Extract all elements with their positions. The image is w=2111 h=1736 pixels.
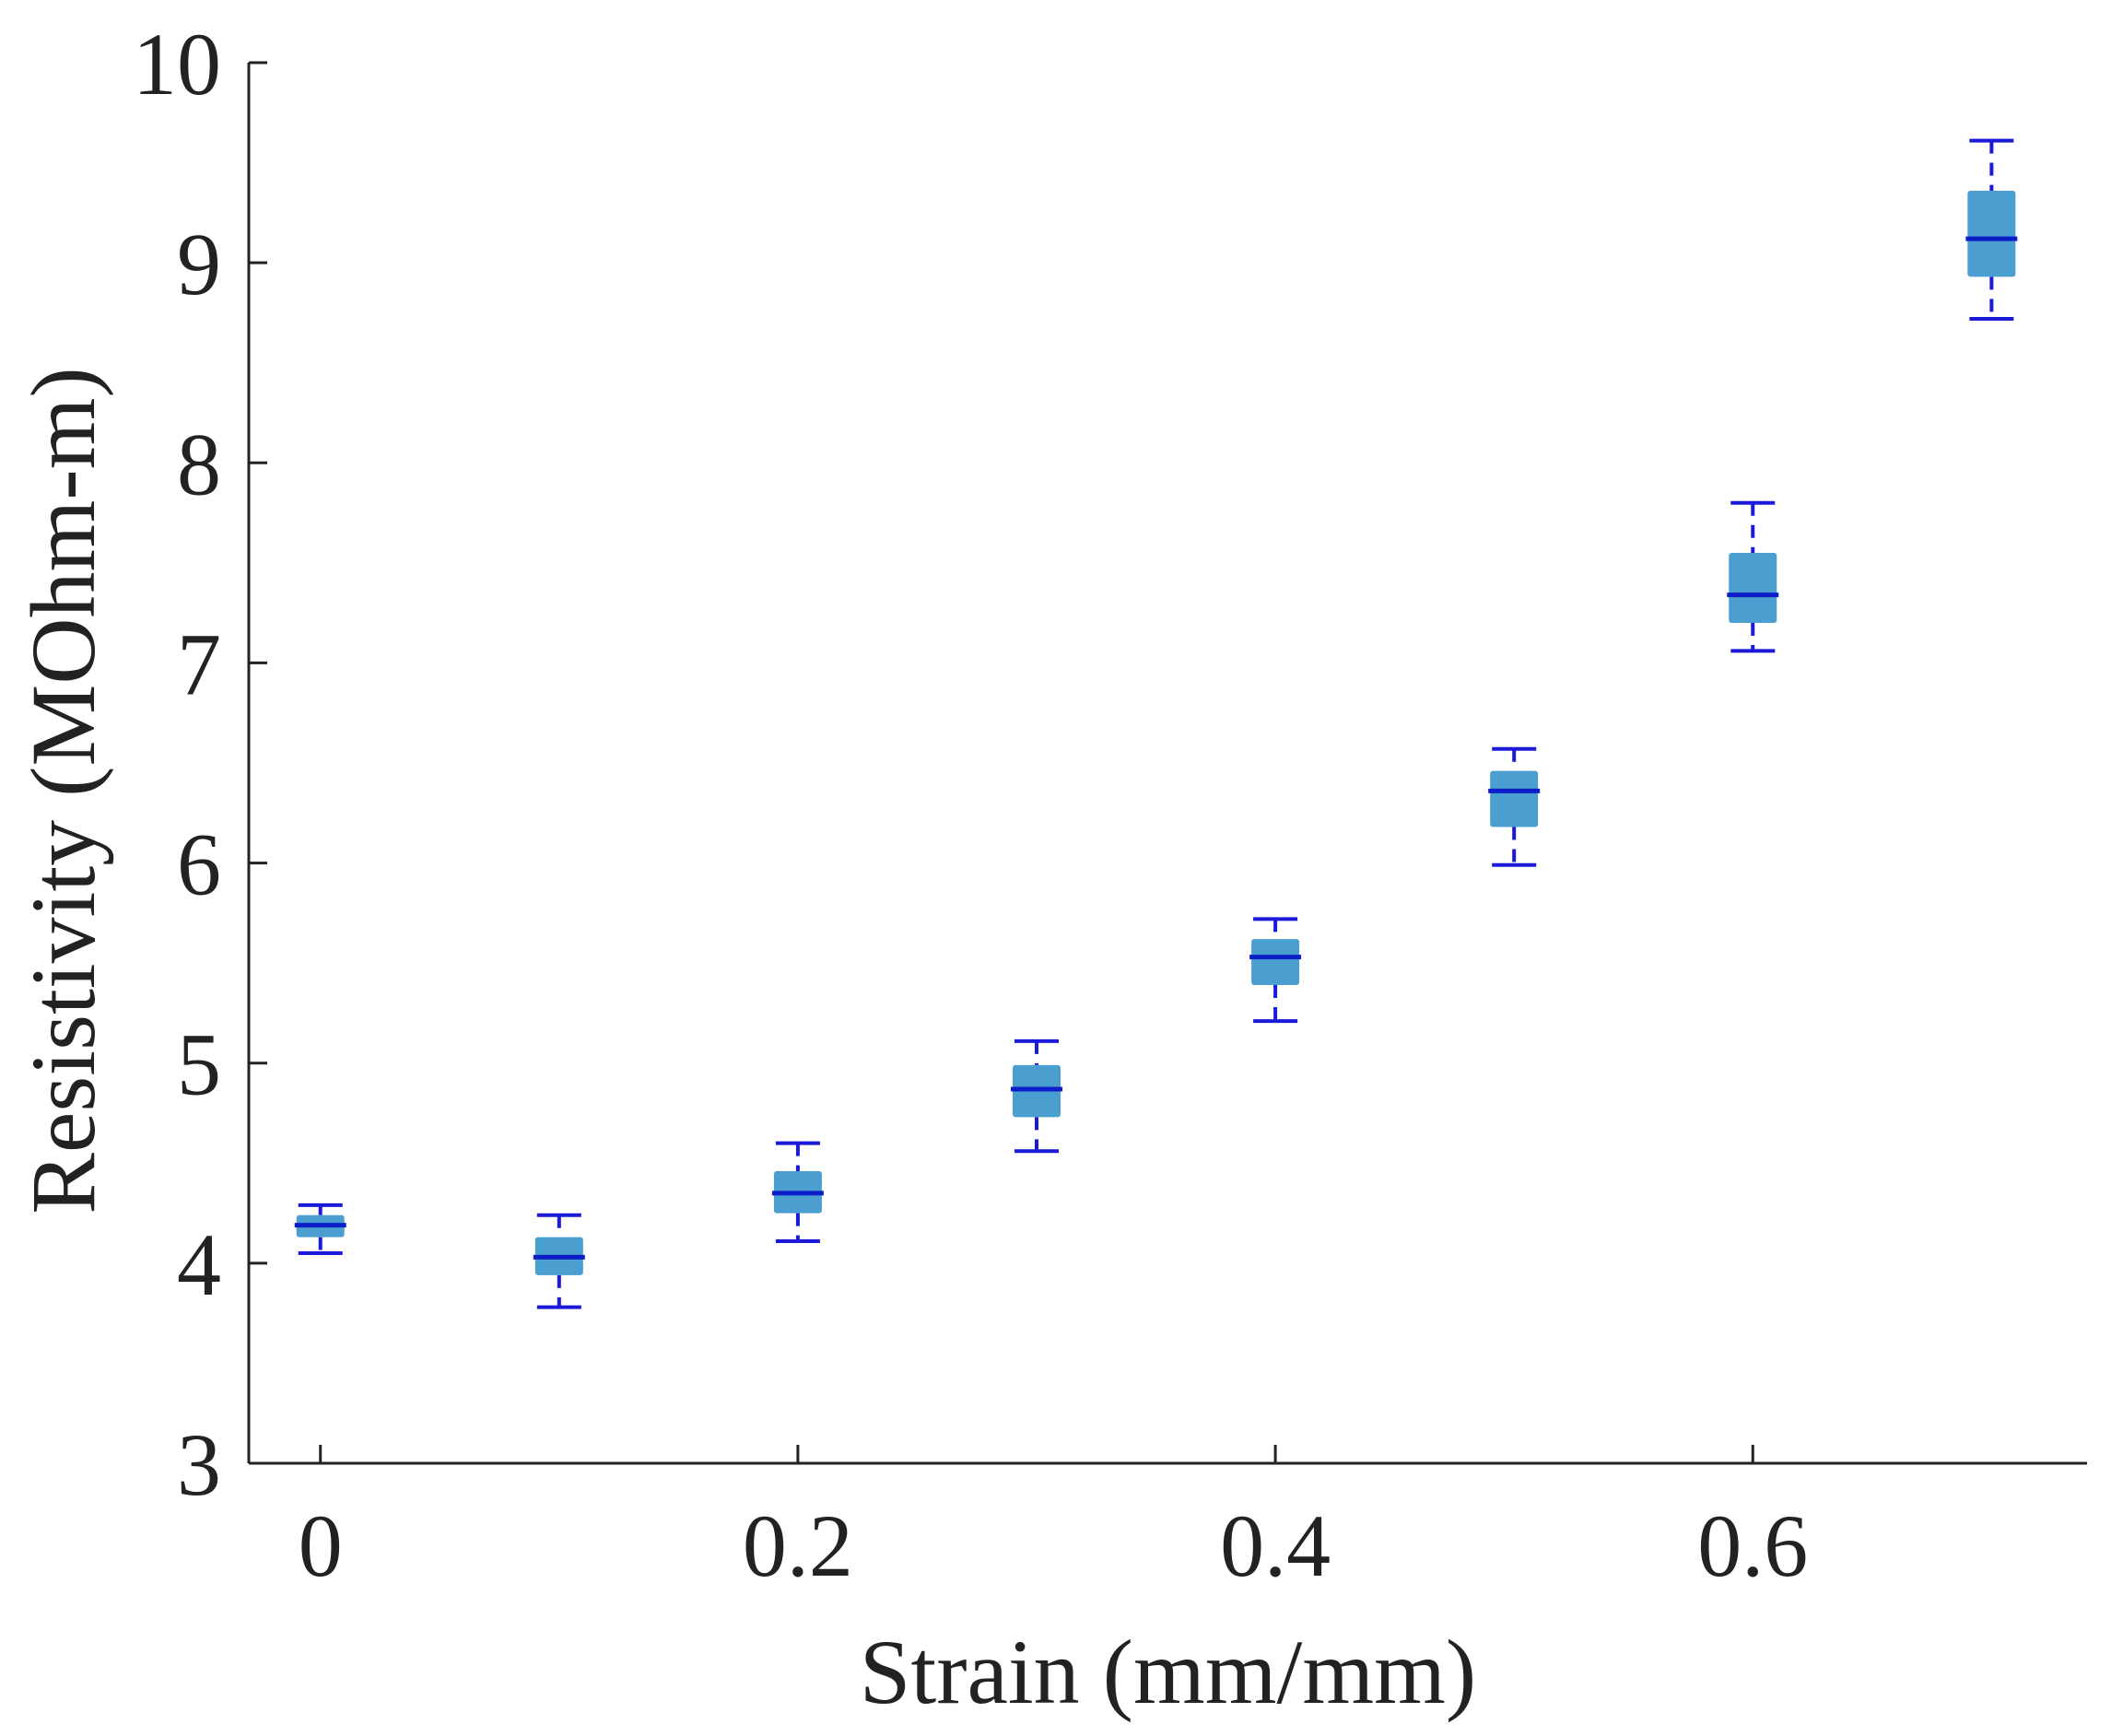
y-tick-label: 7 (177, 615, 221, 713)
axes (247, 63, 2087, 1465)
x-tick-label: 0.2 (743, 1496, 853, 1595)
x-ticks: 0 0.2 0.4 0.6 (299, 1445, 1808, 1595)
box-group (1488, 746, 1541, 867)
box-group (1011, 1038, 1062, 1154)
iqr-box (1729, 553, 1777, 623)
y-tick-label: 3 (177, 1415, 221, 1514)
y-tick-label: 9 (177, 215, 221, 313)
box-group (1727, 500, 1779, 653)
iqr-box (1490, 770, 1539, 827)
x-tick-label: 0.6 (1697, 1496, 1808, 1595)
box-group (1249, 917, 1302, 1024)
y-tick-label: 8 (177, 415, 221, 513)
x-tick-label: 0 (299, 1496, 343, 1595)
y-tick-label: 10 (133, 15, 221, 113)
x-axis-label: Strain (mm/mm) (860, 1621, 1476, 1723)
y-tick-label: 4 (177, 1215, 221, 1314)
box-group (1965, 138, 2018, 321)
y-tick-label: 5 (177, 1015, 221, 1114)
y-ticks: 3 4 5 6 7 8 9 10 (133, 15, 267, 1514)
box-group (771, 1141, 824, 1243)
plot-marks (294, 138, 2018, 1309)
iqr-box (1251, 939, 1300, 986)
y-tick-label: 6 (177, 815, 221, 914)
box-group (533, 1213, 585, 1309)
x-tick-label: 0.4 (1220, 1496, 1331, 1595)
iqr-box (1967, 190, 2016, 277)
box-group (294, 1202, 346, 1255)
y-axis-label: Resistivity (MOhm-m) (12, 367, 114, 1214)
